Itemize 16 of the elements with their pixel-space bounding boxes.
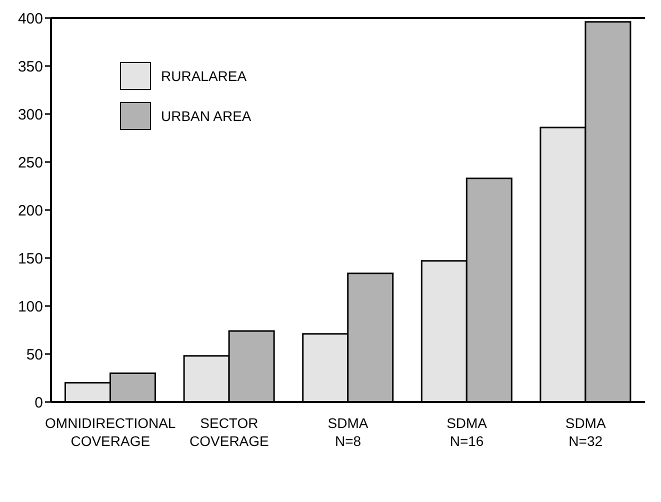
x-tick-label: SDMA N=32: [565, 415, 606, 449]
y-tick-label: 0: [34, 394, 43, 412]
x-tick-label: SECTOR COVERAGE: [190, 415, 269, 449]
y-tick-label: 50: [26, 346, 43, 364]
x-tick-label: OMNIDIRECTIONAL COVERAGE: [45, 415, 176, 449]
y-tick-label: 250: [18, 154, 43, 172]
y-tick-label: 150: [18, 250, 43, 268]
legend-label: RURALAREA: [161, 68, 247, 84]
y-tick-label: 300: [18, 106, 43, 124]
y-tick-label: 350: [18, 58, 43, 76]
x-tick-label: SDMA N=8: [328, 415, 369, 449]
y-tick-label: 200: [18, 202, 43, 220]
y-tick-label: 100: [18, 298, 43, 316]
x-tick-label: SDMA N=16: [446, 415, 488, 449]
legend-label: URBAN AREA: [161, 108, 252, 124]
y-tick-label: 400: [18, 10, 43, 28]
